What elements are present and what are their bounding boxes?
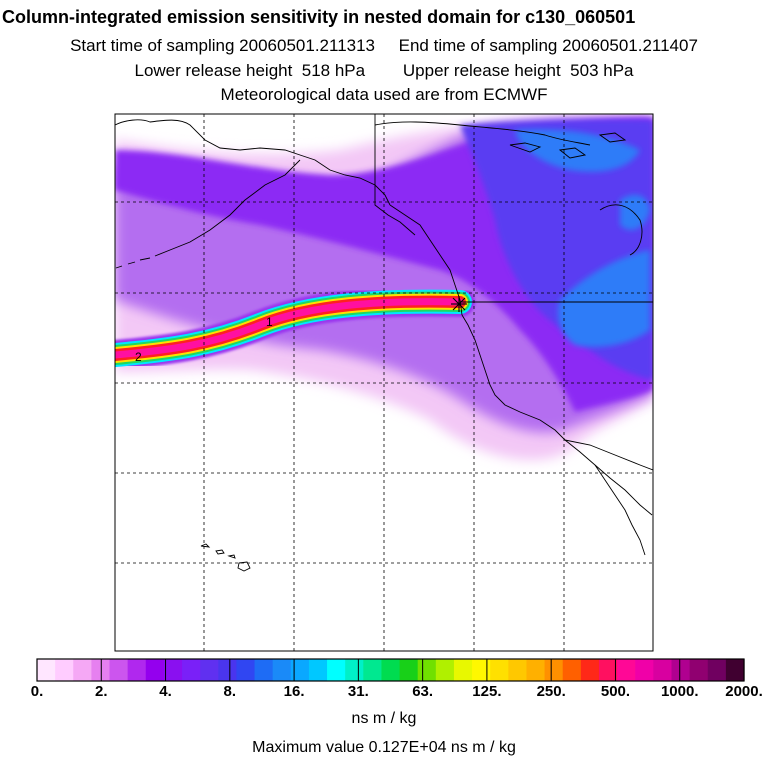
- baja-california: [594, 464, 646, 556]
- colorbar-cell: [182, 659, 201, 681]
- us-mexico-border: [564, 439, 653, 471]
- bc-coast: [389, 204, 463, 316]
- colorbar-cell: [707, 659, 727, 681]
- sampling-times: Start time of sampling 20060501.211313 E…: [70, 36, 698, 55]
- release-heights: Lower release height 518 hPa Upper relea…: [134, 61, 634, 80]
- colorbar-tick-label: 125.: [472, 683, 502, 700]
- colorbar-cell: [236, 659, 256, 681]
- colorbar-cell: [417, 659, 437, 681]
- colorbar-cell: [345, 659, 364, 681]
- colorbar-cell: [200, 659, 219, 681]
- colorbar-tick-label: 63.: [412, 683, 434, 700]
- map-frame: [114, 113, 654, 652]
- sensitivity-contour: [558, 250, 650, 347]
- alaska-peninsula: [154, 159, 301, 257]
- aleutian-islands: [115, 257, 151, 269]
- colorbar-cell: [363, 659, 383, 681]
- colorbar-cell: [308, 659, 328, 681]
- maximum-value: Maximum value 0.127E+04 ns m / kg: [252, 739, 516, 756]
- colorbar-cell: [671, 659, 691, 681]
- colorbar-cell: [472, 659, 491, 681]
- colorbar-cell: [381, 659, 401, 681]
- arctic-islands: [509, 132, 627, 159]
- colorbar-cell: [689, 659, 709, 681]
- colorbar-cell: [127, 659, 147, 681]
- colorbar-tick-label: 4.: [159, 683, 172, 700]
- alaska-canada-border: [374, 114, 416, 236]
- us-west-coast: [461, 314, 653, 516]
- plume-label-2: 2: [135, 350, 142, 364]
- colorbar-tick-label: 2.: [95, 683, 108, 700]
- colorbar-cell: [290, 659, 310, 681]
- colorbar-cell: [163, 659, 183, 681]
- colorbar-cell: [617, 659, 636, 681]
- colorbar-cell: [399, 659, 419, 681]
- colorbar-cell: [598, 659, 618, 681]
- colorbar-cell: [635, 659, 654, 681]
- colorbar-tick-label: 0.: [30, 683, 44, 700]
- hudson-bay: [599, 204, 643, 256]
- colorbar-cell: [37, 659, 56, 681]
- colorbar-tick-label: 31.: [347, 683, 369, 700]
- meteorological-source: Meteorological data used are from ECMWF: [220, 85, 548, 104]
- colorbar-tick-label: 2000.: [725, 683, 763, 700]
- map-title: Column-integrated emission sensitivity i…: [2, 7, 636, 27]
- colorbar: [36, 658, 745, 682]
- star-marker: [451, 296, 467, 312]
- colorbar-unit: ns m / kg: [351, 710, 417, 727]
- political-borders: [374, 114, 653, 471]
- colorbar-tick-label: 1000.: [660, 683, 699, 700]
- colorbar-cell: [653, 659, 673, 681]
- colorbar-cells: [37, 659, 745, 681]
- plume-core: [115, 298, 464, 359]
- colorbar-cell: [218, 659, 238, 681]
- colorbar-cell: [145, 659, 165, 681]
- colorbar-tick-label: 250.: [536, 683, 566, 700]
- colorbar-cell: [526, 659, 546, 681]
- colorbar-cell: [109, 659, 129, 681]
- colorbar-tick-label: 8.: [223, 683, 237, 700]
- colorbar-cell: [91, 659, 111, 681]
- sensitivity-contour: [620, 194, 650, 230]
- colorbar-cell: [254, 659, 274, 681]
- sensitivity-contour: [515, 129, 640, 172]
- colorbar-cell: [453, 659, 473, 681]
- colorbar-cell: [508, 659, 528, 681]
- colorbar-dividers: [100, 659, 681, 681]
- hawaii-islands: [200, 543, 251, 572]
- colorbar-cell: [580, 659, 600, 681]
- plume-label-1: 1: [266, 315, 273, 329]
- colorbar-tick-label: 16.: [283, 683, 305, 700]
- colorbar-cell: [435, 659, 455, 681]
- alaska-coast: [115, 119, 391, 206]
- colorbar-cell: [55, 659, 74, 681]
- colorbar-tick-label: 500.: [600, 683, 631, 700]
- colorbar-cell: [272, 659, 292, 681]
- colorbar-cell: [73, 659, 92, 681]
- sensitivity-field: 1 2: [115, 114, 653, 651]
- colorbar-cell: [544, 659, 564, 681]
- colorbar-cell: [725, 659, 745, 681]
- colorbar-cell: [327, 659, 346, 681]
- colorbar-cell: [562, 659, 582, 681]
- colorbar-cell: [490, 659, 509, 681]
- colorbar-frame: [36, 658, 745, 682]
